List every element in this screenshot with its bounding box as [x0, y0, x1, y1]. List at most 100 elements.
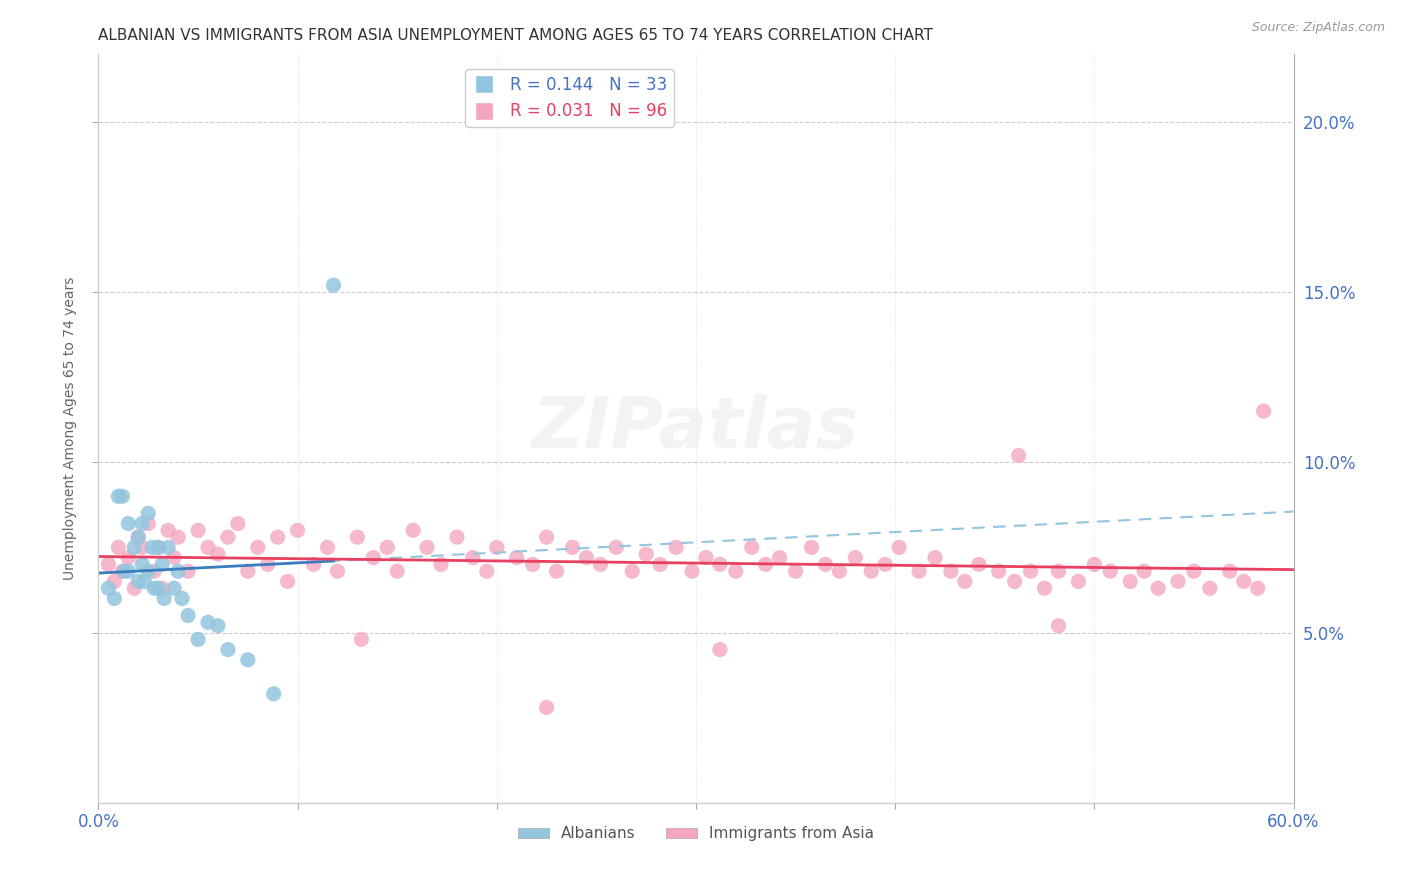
Point [665, 541, 688, 555]
Point [207, 618, 229, 632]
Point [350, 632, 373, 647]
Point [172, 591, 194, 606]
Point [326, 564, 349, 578]
Point [117, 550, 139, 565]
Point [648, 558, 672, 572]
Point [1047, 564, 1070, 578]
Text: Source: ZipAtlas.com: Source: ZipAtlas.com [1251, 21, 1385, 34]
Point [402, 524, 425, 538]
Point [416, 541, 439, 555]
Point [157, 541, 180, 555]
Text: ZIPatlas: ZIPatlas [533, 393, 859, 463]
Point [475, 564, 498, 578]
Point [908, 564, 931, 578]
Point [939, 564, 962, 578]
Point [134, 574, 156, 589]
Point [1167, 574, 1189, 589]
Point [256, 558, 278, 572]
Point [117, 564, 139, 578]
Point [207, 547, 229, 561]
Point [322, 278, 344, 293]
Point [430, 558, 453, 572]
Point [1047, 618, 1070, 632]
Point [814, 558, 837, 572]
Point [1247, 581, 1270, 595]
Point [177, 564, 200, 578]
Point [828, 564, 851, 578]
Point [1004, 574, 1026, 589]
Point [131, 516, 153, 531]
Point [267, 530, 290, 544]
Point [924, 550, 946, 565]
Point [695, 550, 717, 565]
Point [1067, 574, 1090, 589]
Point [111, 564, 134, 578]
Point [461, 550, 484, 565]
Point [150, 581, 173, 595]
Point [150, 558, 173, 572]
Point [117, 516, 139, 531]
Legend: Albanians, Immigrants from Asia: Albanians, Immigrants from Asia [512, 821, 880, 847]
Point [302, 558, 325, 572]
Point [1147, 581, 1170, 595]
Point [136, 516, 159, 531]
Point [97, 558, 120, 572]
Point [167, 564, 190, 578]
Point [157, 524, 180, 538]
Point [287, 524, 309, 538]
Point [177, 608, 200, 623]
Point [187, 524, 209, 538]
Point [127, 530, 149, 544]
Point [97, 581, 120, 595]
Point [522, 558, 544, 572]
Point [785, 564, 807, 578]
Y-axis label: Unemployment Among Ages 65 to 74 years: Unemployment Among Ages 65 to 74 years [63, 277, 77, 580]
Point [167, 530, 190, 544]
Point [385, 564, 409, 578]
Point [103, 574, 125, 589]
Point [1099, 564, 1122, 578]
Point [800, 541, 823, 555]
Point [363, 550, 385, 565]
Point [163, 550, 186, 565]
Point [277, 574, 299, 589]
Point [1019, 564, 1042, 578]
Point [148, 541, 170, 555]
Point [127, 530, 149, 544]
Point [875, 558, 897, 572]
Point [163, 581, 186, 595]
Point [1119, 574, 1142, 589]
Point [1133, 564, 1156, 578]
Point [889, 541, 911, 555]
Point [1219, 564, 1241, 578]
Point [236, 564, 259, 578]
Point [236, 653, 259, 667]
Point [589, 558, 612, 572]
Point [860, 564, 883, 578]
Point [546, 564, 568, 578]
Point [131, 558, 153, 572]
Point [187, 632, 209, 647]
Point [346, 530, 368, 544]
Point [131, 541, 153, 555]
Point [1182, 564, 1205, 578]
Point [226, 516, 249, 531]
Point [636, 547, 658, 561]
Point [263, 687, 285, 701]
Point [536, 530, 558, 544]
Point [217, 530, 239, 544]
Point [143, 564, 166, 578]
Point [197, 541, 219, 555]
Point [148, 541, 170, 555]
Point [197, 615, 219, 630]
Point [1233, 574, 1256, 589]
Point [124, 541, 146, 555]
Point [446, 530, 468, 544]
Point [112, 564, 135, 578]
Point [709, 642, 731, 657]
Point [124, 581, 146, 595]
Point [107, 489, 129, 503]
Point [953, 574, 976, 589]
Point [316, 541, 339, 555]
Point [987, 564, 1010, 578]
